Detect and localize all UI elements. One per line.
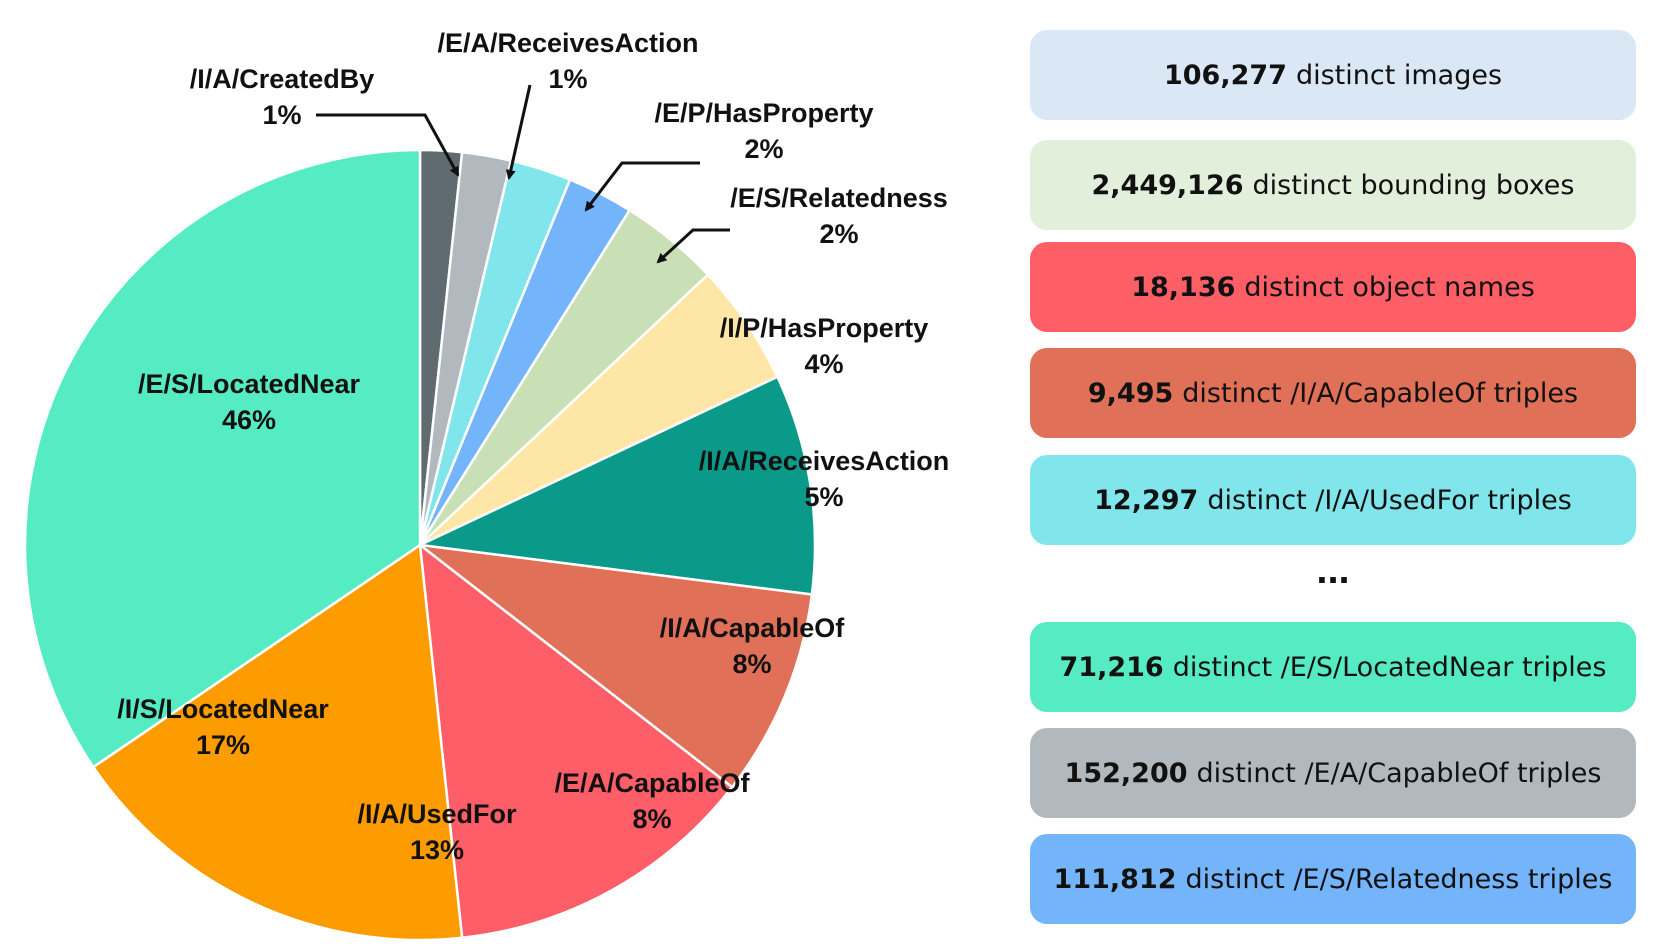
slice-percent-label: 1%	[548, 64, 587, 94]
slice-label: /I/A/CapableOf	[660, 613, 846, 643]
pie-slice	[415, 543, 814, 789]
slice-label: /E/S/Relatedness	[730, 183, 948, 213]
slice-percent-label: 4%	[804, 349, 843, 379]
slice-label: /I/S/LocatedNear	[117, 694, 329, 724]
stat-number: 18,136	[1131, 271, 1236, 303]
stat-text: distinct bounding boxes	[1252, 169, 1575, 201]
stat-text: distinct /E/S/LocatedNear triples	[1172, 651, 1607, 683]
stat-number: 106,277	[1163, 59, 1287, 91]
stat-text: distinct images	[1295, 59, 1503, 91]
slice-label: /I/P/HasProperty	[720, 313, 929, 343]
slice-percent-label: 46%	[222, 405, 276, 435]
stat-text: distinct /I/A/CapableOf triples	[1182, 377, 1579, 409]
pie-chart: /I/A/CreatedBy 1% /E/A/ReceivesAction 1% /E/…	[23, 28, 950, 942]
slice-percent-label: 17%	[196, 730, 250, 760]
stat-number: 12,297	[1094, 484, 1199, 516]
slice-percent-label: 2%	[819, 219, 858, 249]
slice-percent-label: 8%	[632, 804, 671, 834]
stat-text: distinct /I/A/UsedFor triples	[1207, 484, 1572, 516]
slice-label: /I/A/UsedFor	[357, 799, 517, 829]
stat-box-object-names: 18,136 distinct object names	[1030, 242, 1636, 332]
stat-box-e-s-relatedness: 111,812 distinct /E/S/Relatedness triple…	[1030, 834, 1636, 924]
slice-label: /I/A/ReceivesAction	[699, 446, 950, 476]
leader-arrow	[584, 161, 700, 212]
stat-box-i-a-capableof: 9,495 distinct /I/A/CapableOf triples	[1030, 348, 1636, 438]
pie-slice	[418, 542, 734, 940]
stat-number: 152,200	[1064, 757, 1188, 789]
stat-box-bounding-boxes: 2,449,126 distinct bounding boxes	[1030, 140, 1636, 230]
slice-label: /I/A/CreatedBy	[190, 64, 375, 94]
pie-slice	[91, 542, 464, 942]
slice-percent-label: 1%	[262, 100, 301, 130]
pie-slice	[415, 375, 817, 596]
slice-label: /E/S/LocatedNear	[138, 369, 361, 399]
stat-number: 2,449,126	[1091, 169, 1244, 201]
slice-label: /E/A/CapableOf	[554, 768, 750, 798]
stat-number: 71,216	[1059, 651, 1164, 683]
slice-percent-label: 2%	[744, 134, 783, 164]
stat-box-images: 106,277 distinct images	[1030, 30, 1636, 120]
stat-box-i-a-usedfor: 12,297 distinct /I/A/UsedFor triples	[1030, 455, 1636, 545]
stat-text: distinct /E/A/CapableOf triples	[1196, 757, 1602, 789]
slice-percent-label: 13%	[410, 835, 464, 865]
stat-number: 111,812	[1053, 863, 1177, 895]
stat-box-e-s-locatednear: 71,216 distinct /E/S/LocatedNear triples	[1030, 622, 1636, 712]
slice-percent-label: 5%	[804, 482, 843, 512]
leader-arrow	[316, 113, 460, 177]
leader-arrow	[656, 228, 730, 264]
slice-label: /E/P/HasProperty	[654, 98, 873, 128]
stat-text: distinct /E/S/Relatedness triples	[1185, 863, 1613, 895]
slice-percent-label: 8%	[732, 649, 771, 679]
stat-box-e-a-capableof: 152,200 distinct /E/A/CapableOf triples	[1030, 728, 1636, 818]
stat-text: distinct object names	[1244, 271, 1535, 303]
pie-slice	[23, 148, 422, 769]
slice-label: /E/A/ReceivesAction	[437, 28, 698, 58]
stat-number: 9,495	[1087, 377, 1174, 409]
ellipsis: ...	[1316, 548, 1350, 592]
leader-arrow	[505, 84, 532, 180]
